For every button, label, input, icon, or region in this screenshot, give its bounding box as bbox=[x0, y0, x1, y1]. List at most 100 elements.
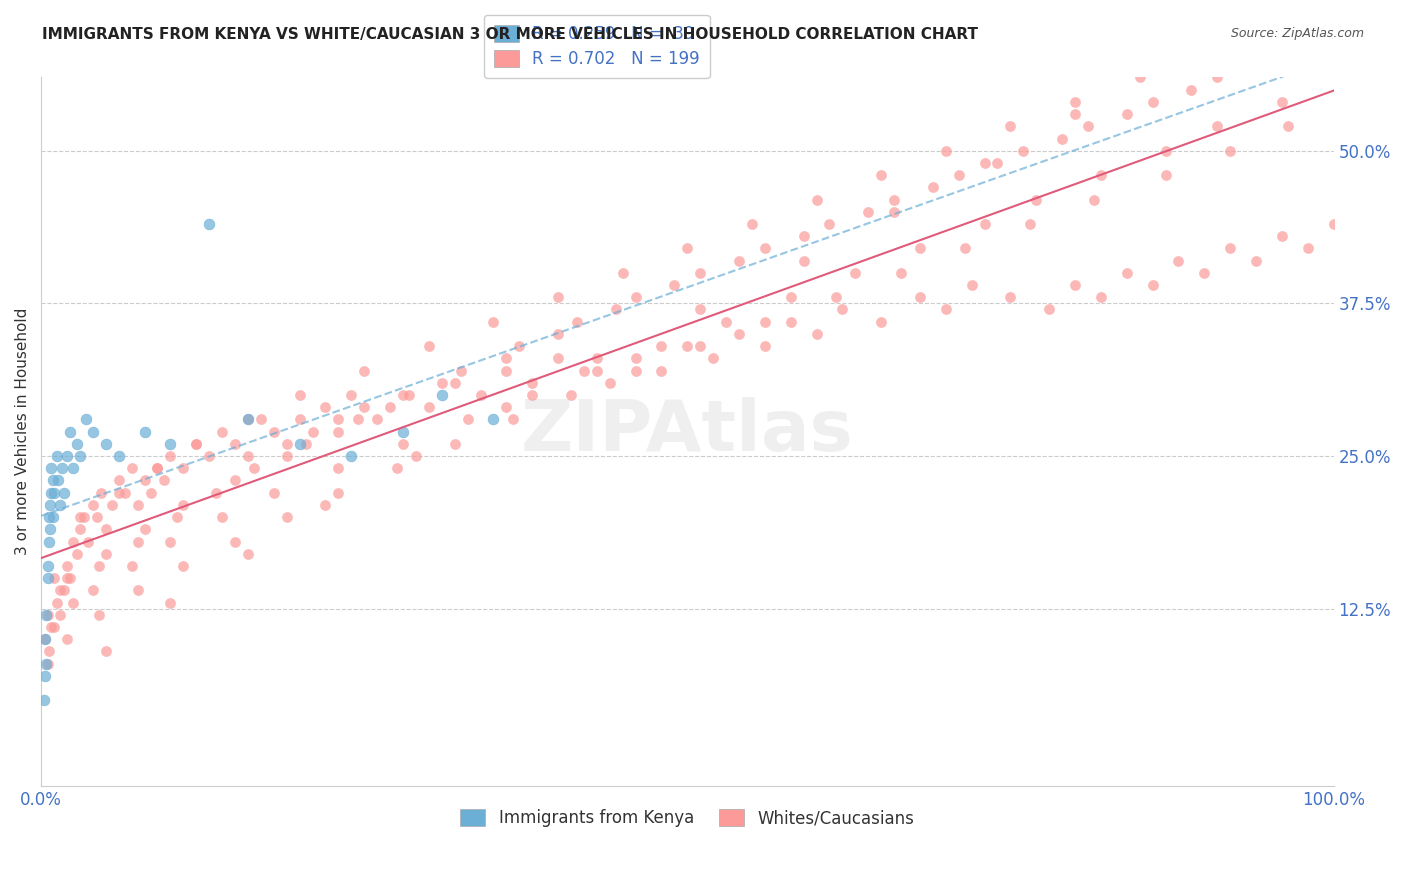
Point bbox=[301, 425, 323, 439]
Point bbox=[547, 290, 569, 304]
Point bbox=[1271, 45, 1294, 60]
Point bbox=[276, 449, 298, 463]
Point bbox=[1090, 168, 1112, 182]
Point bbox=[818, 217, 841, 231]
Point bbox=[45, 449, 67, 463]
Point bbox=[53, 583, 76, 598]
Point bbox=[547, 326, 569, 341]
Point bbox=[585, 351, 607, 366]
Y-axis label: 3 or more Vehicles in Household: 3 or more Vehicles in Household bbox=[15, 308, 30, 556]
Point bbox=[37, 607, 59, 622]
Point bbox=[58, 425, 80, 439]
Point bbox=[908, 241, 931, 255]
Point bbox=[37, 657, 59, 671]
Point bbox=[288, 412, 311, 426]
Point bbox=[385, 461, 408, 475]
Point bbox=[328, 461, 350, 475]
Point bbox=[107, 474, 129, 488]
Point bbox=[107, 485, 129, 500]
Point bbox=[547, 351, 569, 366]
Point bbox=[973, 217, 995, 231]
Point bbox=[522, 376, 544, 390]
Point bbox=[32, 693, 55, 707]
Point bbox=[159, 596, 181, 610]
Point bbox=[94, 522, 117, 536]
Point bbox=[90, 485, 112, 500]
Point bbox=[935, 302, 957, 317]
Point bbox=[1154, 58, 1177, 72]
Point bbox=[366, 412, 388, 426]
Point bbox=[935, 144, 957, 158]
Point bbox=[858, 204, 880, 219]
Point bbox=[728, 253, 751, 268]
Point bbox=[689, 302, 711, 317]
Point bbox=[1025, 193, 1047, 207]
Point bbox=[38, 534, 60, 549]
Point bbox=[457, 412, 479, 426]
Point bbox=[908, 290, 931, 304]
Point bbox=[754, 241, 776, 255]
Point bbox=[1142, 278, 1164, 293]
Point bbox=[689, 266, 711, 280]
Point bbox=[1064, 95, 1087, 109]
Point bbox=[1012, 144, 1035, 158]
Point bbox=[714, 315, 737, 329]
Point bbox=[806, 326, 828, 341]
Point bbox=[883, 204, 905, 219]
Text: ZIPAtlas: ZIPAtlas bbox=[522, 397, 853, 467]
Point bbox=[86, 510, 108, 524]
Point bbox=[172, 498, 194, 512]
Point bbox=[398, 388, 420, 402]
Point bbox=[754, 339, 776, 353]
Point bbox=[378, 400, 401, 414]
Point bbox=[676, 339, 699, 353]
Point bbox=[82, 425, 104, 439]
Point bbox=[870, 168, 893, 182]
Point bbox=[134, 522, 156, 536]
Point bbox=[793, 253, 815, 268]
Point bbox=[1154, 168, 1177, 182]
Point bbox=[35, 657, 58, 671]
Point bbox=[450, 363, 472, 377]
Point bbox=[34, 632, 56, 647]
Point bbox=[430, 376, 453, 390]
Point bbox=[186, 437, 208, 451]
Point bbox=[470, 388, 492, 402]
Point bbox=[276, 437, 298, 451]
Point bbox=[276, 510, 298, 524]
Point bbox=[94, 644, 117, 658]
Point bbox=[779, 315, 801, 329]
Point bbox=[35, 607, 58, 622]
Point bbox=[101, 498, 124, 512]
Point bbox=[624, 351, 647, 366]
Point bbox=[430, 388, 453, 402]
Point bbox=[405, 449, 427, 463]
Point bbox=[121, 461, 143, 475]
Point bbox=[49, 607, 72, 622]
Point bbox=[793, 229, 815, 244]
Point bbox=[159, 534, 181, 549]
Point bbox=[134, 474, 156, 488]
Point bbox=[953, 241, 976, 255]
Point bbox=[883, 193, 905, 207]
Point bbox=[624, 363, 647, 377]
Point bbox=[728, 326, 751, 341]
Point bbox=[1064, 278, 1087, 293]
Point bbox=[288, 437, 311, 451]
Point bbox=[62, 534, 84, 549]
Point bbox=[236, 449, 259, 463]
Point bbox=[1129, 70, 1152, 85]
Point bbox=[340, 388, 363, 402]
Point bbox=[49, 583, 72, 598]
Point bbox=[1277, 120, 1299, 134]
Point bbox=[62, 596, 84, 610]
Point bbox=[495, 400, 517, 414]
Point bbox=[418, 400, 440, 414]
Point bbox=[986, 156, 1008, 170]
Point bbox=[198, 449, 221, 463]
Point bbox=[94, 547, 117, 561]
Point bbox=[754, 315, 776, 329]
Point bbox=[1000, 120, 1022, 134]
Point bbox=[38, 510, 60, 524]
Point bbox=[1206, 70, 1229, 85]
